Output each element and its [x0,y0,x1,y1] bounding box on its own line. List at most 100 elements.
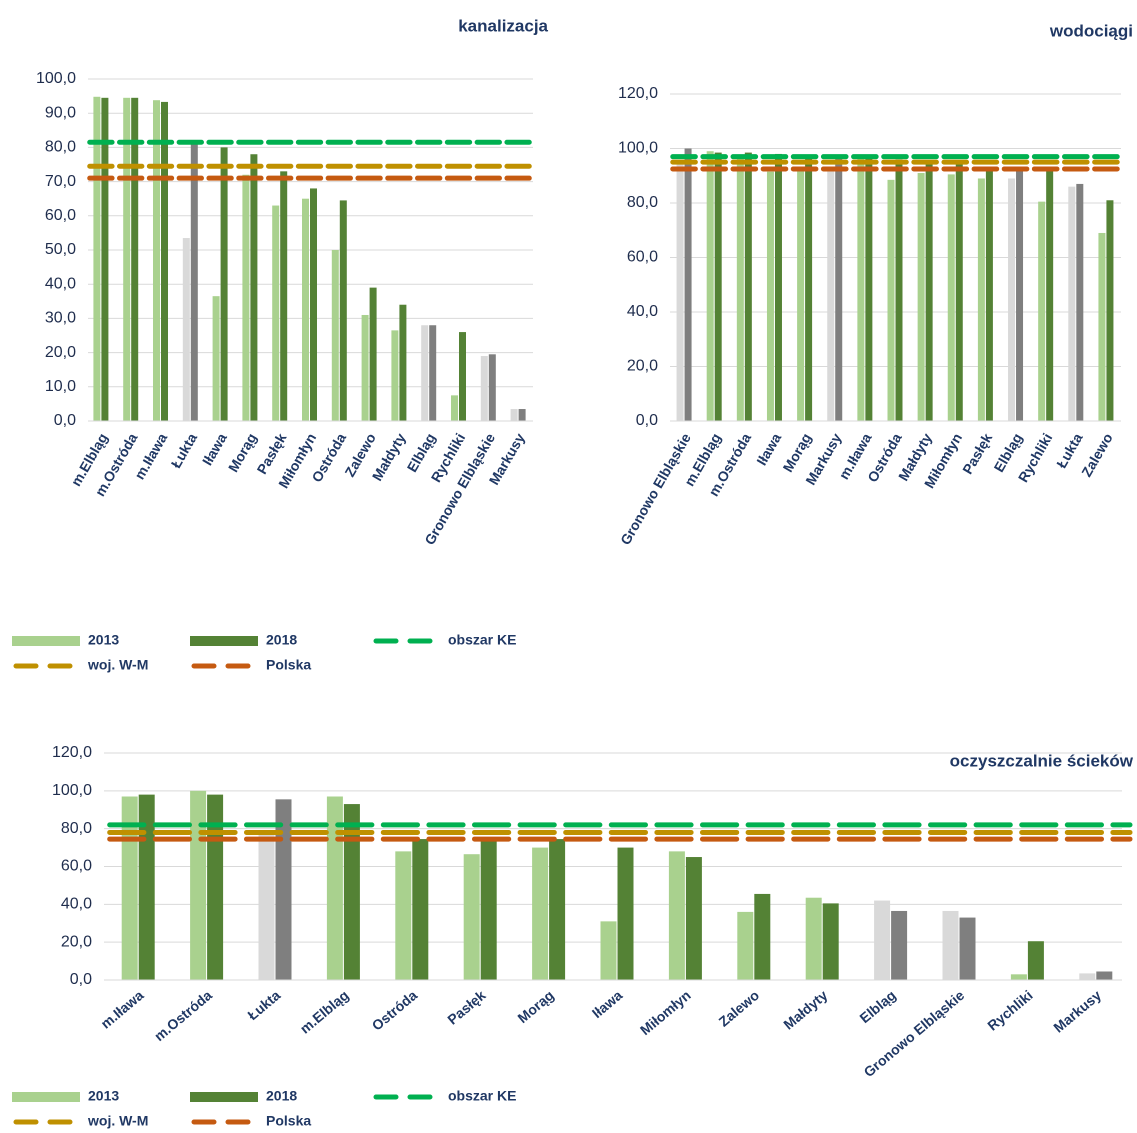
bar [714,152,722,421]
y-tick-label: 80,0 [45,139,76,156]
bar [395,851,412,980]
bar [822,903,839,980]
bar [835,156,843,422]
bar [895,159,903,421]
bar [985,167,993,421]
bar [220,147,228,421]
bar [250,154,258,422]
bar [429,325,437,421]
bar [891,910,908,980]
bar [865,156,873,422]
bar [959,917,976,980]
bar [123,97,131,421]
x-tick-label: Gronowo Elbląskie [617,430,694,547]
x-tick-label: Markusy [1050,987,1104,1036]
y-tick-label: 0,0 [636,412,658,429]
x-tick-label: Miłomłyn [637,987,694,1038]
bar [131,97,139,421]
bar [258,831,275,980]
bar [766,171,774,421]
y-tick-label: 0,0 [54,412,76,429]
bar [1016,168,1024,421]
y-tick-label: 20,0 [61,933,92,950]
bar [412,839,429,980]
bar [874,900,891,980]
bar [684,148,692,421]
bar [706,151,714,421]
y-tick-label: 40,0 [61,896,92,913]
bar [190,790,207,980]
bar [1008,178,1016,421]
bar [977,178,985,421]
x-tick-label: m.Ostróda [151,987,215,1044]
bar [805,156,813,422]
x-tick-label: Pasłęk [959,430,995,477]
y-tick-label: 80,0 [61,820,92,837]
y-tick-label: 0,0 [70,971,92,988]
bar [942,910,959,980]
bar [1038,201,1046,421]
x-tick-label: Ostróda [369,987,421,1034]
bar [153,100,160,421]
bar [754,893,771,980]
bar [480,840,497,980]
chart-title: wodociągi [1049,21,1133,40]
bar [947,174,955,421]
chart-title: oczyszczalnie ścieków [950,751,1134,770]
y-tick-label: 50,0 [45,241,76,258]
x-tick-label: m.Elbląg [297,987,352,1037]
bar [518,409,526,421]
bar [797,170,805,421]
bar [275,799,292,980]
y-tick-label: 20,0 [45,344,76,361]
bar [121,796,138,980]
bar [339,200,347,421]
y-tick-label: 10,0 [45,378,76,395]
bar [399,304,407,421]
legend-swatch [190,636,258,646]
x-tick-label: Rychliki [984,987,1035,1034]
legend-label: 2013 [88,632,119,648]
legend-label: obszar KE [448,1088,516,1104]
bar [93,96,101,421]
bar [955,163,963,422]
bar [182,238,190,421]
x-tick-label: Zalewo [715,987,762,1030]
y-tick-label: 120,0 [52,744,92,761]
bar [190,143,198,422]
bar [391,330,399,421]
bar [737,911,754,980]
x-tick-label: Iława [589,987,626,1021]
bar [369,287,377,421]
bar [549,839,566,980]
y-tick-label: 30,0 [45,310,76,327]
x-tick-label: Iława [753,430,784,468]
legend-label: woj. W-M [87,1113,148,1129]
y-tick-label: 100,0 [52,782,92,799]
bar [302,198,309,421]
y-tick-label: 60,0 [61,858,92,875]
bar [676,162,684,421]
bar [488,354,496,421]
x-tick-label: Elbląg [856,987,898,1026]
bar [161,101,168,421]
x-tick-label: Małdyty [780,987,830,1033]
bar [361,314,369,421]
bar [685,857,702,980]
x-tick-label: Łukta [244,987,283,1023]
bar [1098,232,1106,421]
y-tick-label: 100,0 [36,70,76,87]
x-tick-label: Pasłęk [444,987,488,1028]
bar [331,250,339,421]
x-tick-label: Iława [199,430,230,468]
x-tick-label: Morąg [514,987,556,1026]
bar [510,409,518,421]
bar [1027,941,1044,980]
bar [774,153,782,421]
bar [744,152,752,421]
bar [1076,183,1084,421]
y-tick-label: 90,0 [45,104,76,121]
bar [827,167,835,421]
legend-swatch [12,636,80,646]
